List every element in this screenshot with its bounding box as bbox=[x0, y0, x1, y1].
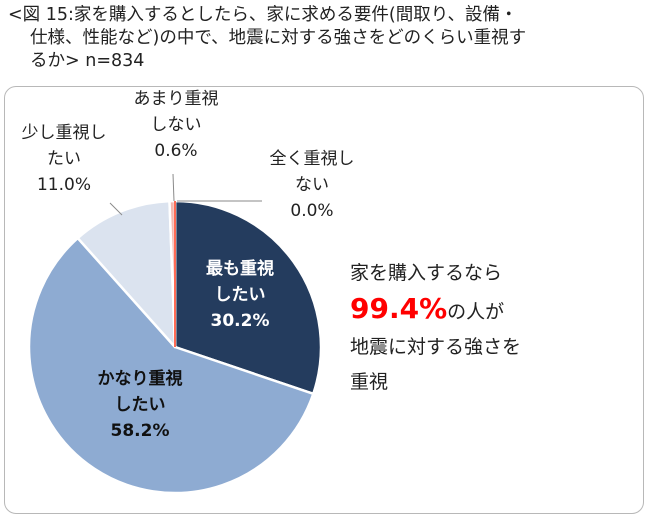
callout-line-2: 99.4%の人が bbox=[350, 291, 640, 330]
label-most-text: 最も重視 bbox=[206, 258, 274, 279]
chart-title: <図 15:家を購入するとしたら、家に求める要件(間取り、設備・ 仕様、性能など… bbox=[8, 4, 644, 73]
label-most-text: したい bbox=[215, 285, 266, 305]
slice-most bbox=[173, 199, 323, 396]
chart-frame bbox=[4, 86, 644, 514]
label-fairly-value: 58.2% bbox=[111, 421, 170, 441]
callout-line-2-suffix: の人が bbox=[447, 301, 505, 323]
label-fairly-text: したい bbox=[115, 395, 166, 415]
slice-fairly bbox=[27, 236, 315, 495]
leader-somewhat bbox=[109, 202, 123, 216]
title-line-3: るか> n=834 bbox=[30, 51, 145, 71]
label-not-at-all-text: ない bbox=[295, 175, 329, 195]
label-fairly-text: かなり重視 bbox=[98, 368, 183, 389]
label-not-much-text: しない bbox=[151, 115, 202, 135]
label-most-value: 30.2% bbox=[211, 311, 270, 331]
callout-line-3: 地震に対する強さを bbox=[350, 336, 522, 358]
summary-callout: 家を購入するなら 99.4%の人が 地震に対する強さを 重視 bbox=[350, 256, 640, 400]
callout-highlight: 99.4% bbox=[350, 292, 448, 325]
label-not-at-all-text: 全く重視し bbox=[270, 149, 355, 169]
label-not-at-all-value: 0.0% bbox=[290, 201, 333, 221]
label-not-much-value: 0.6% bbox=[154, 141, 197, 161]
label-somewhat-text: たい bbox=[47, 149, 81, 169]
slice-somewhat bbox=[76, 199, 177, 349]
leader-not-much bbox=[172, 173, 175, 202]
title-line-2: 仕様、性能など)の中で、地震に対する強さをどのくらい重視す bbox=[30, 28, 527, 48]
label-somewhat-text: 少し重視し bbox=[22, 123, 107, 143]
callout-line-4: 重視 bbox=[350, 371, 389, 393]
label-somewhat-value: 11.0% bbox=[37, 175, 91, 195]
label-not-much-text: あまり重視 bbox=[134, 89, 219, 109]
title-line-1: <図 15:家を購入するとしたら、家に求める要件(間取り、設備・ bbox=[8, 5, 518, 25]
callout-line-1: 家を購入するなら bbox=[350, 262, 503, 284]
